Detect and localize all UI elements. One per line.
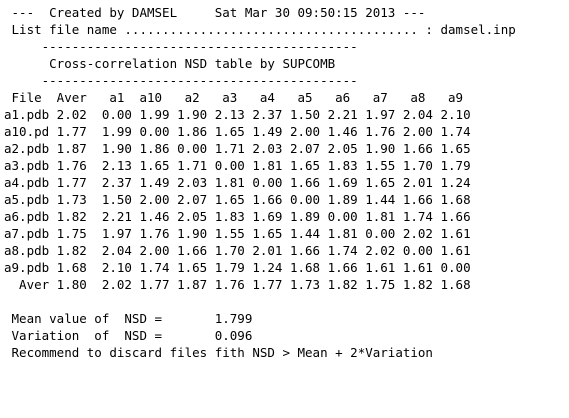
table-title: Cross-correlation NSD table by SUPCOMB (4, 56, 336, 71)
blank-line (4, 293, 516, 310)
table-row: a1.pdb 2.02 0.00 1.99 1.90 2.13 2.37 1.5… (4, 107, 471, 122)
console-output: --- Created by DAMSEL Sat Mar 30 09:50:1… (4, 4, 516, 361)
table-row: a5.pdb 1.73 1.50 2.00 2.07 1.65 1.66 0.0… (4, 192, 471, 207)
table-row: a10.pd 1.77 1.99 0.00 1.86 1.65 1.49 2.0… (4, 124, 471, 139)
mean-value-line: Mean value of NSD = 1.799 (4, 311, 253, 326)
table-row: a8.pdb 1.82 2.04 2.00 1.66 1.70 2.01 1.6… (4, 243, 471, 258)
variation-line: Variation of NSD = 0.096 (4, 328, 253, 343)
recommendation-line: Recommend to discard files fith NSD > Me… (4, 345, 433, 360)
table-row: a3.pdb 1.76 2.13 1.65 1.71 0.00 1.81 1.6… (4, 158, 471, 173)
table-row: a4.pdb 1.77 2.37 1.49 2.03 1.81 0.00 1.6… (4, 175, 471, 190)
table-row: a7.pdb 1.75 1.97 1.76 1.90 1.55 1.65 1.4… (4, 226, 471, 241)
separator-top: ----------------------------------------… (4, 39, 358, 54)
table-row: a2.pdb 1.87 1.90 1.86 0.00 1.71 2.03 2.0… (4, 141, 471, 156)
table-average-row: Aver 1.80 2.02 1.77 1.87 1.76 1.77 1.73 … (4, 277, 471, 292)
list-file-line: List file name .........................… (4, 22, 516, 37)
table-row: a9.pdb 1.68 2.10 1.74 1.65 1.79 1.24 1.6… (4, 260, 471, 275)
table-row: a6.pdb 1.82 2.21 1.46 2.05 1.83 1.69 1.8… (4, 209, 471, 224)
separator-bottom: ----------------------------------------… (4, 73, 358, 88)
header-line: --- Created by DAMSEL Sat Mar 30 09:50:1… (4, 5, 426, 20)
table-header-row: File Aver a1 a10 a2 a3 a4 a5 a6 a7 a8 a9 (4, 90, 464, 105)
